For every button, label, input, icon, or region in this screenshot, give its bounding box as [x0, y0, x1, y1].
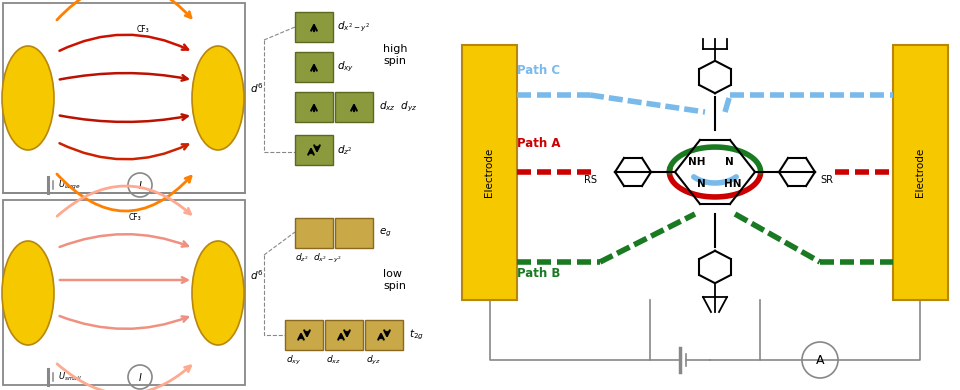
Bar — [295, 218, 333, 248]
Ellipse shape — [2, 241, 54, 345]
Text: N: N — [697, 179, 706, 189]
Text: $d_{z^2}$: $d_{z^2}$ — [337, 143, 352, 157]
Text: Path B: Path B — [517, 267, 561, 280]
Bar — [285, 320, 323, 350]
Text: $d_{yz}$: $d_{yz}$ — [366, 354, 381, 367]
Bar — [335, 218, 373, 248]
Text: $d_{xz}$: $d_{xz}$ — [326, 354, 341, 367]
Text: $d^6$: $d^6$ — [250, 81, 263, 95]
Bar — [462, 45, 517, 300]
Text: $t_{2g}$: $t_{2g}$ — [409, 328, 424, 342]
Text: N: N — [725, 157, 733, 167]
Bar — [295, 12, 333, 42]
Text: $I$: $I$ — [137, 179, 142, 191]
Bar — [295, 135, 333, 165]
Bar — [325, 320, 363, 350]
Bar — [295, 92, 333, 122]
Text: $d^6$: $d^6$ — [250, 268, 263, 282]
Bar — [365, 320, 403, 350]
Text: SR: SR — [820, 175, 833, 185]
Text: NH: NH — [688, 157, 706, 167]
Text: $d_{x^2-y^2}$: $d_{x^2-y^2}$ — [337, 20, 370, 34]
Bar — [295, 52, 333, 82]
Text: Electrode: Electrode — [484, 147, 494, 197]
Ellipse shape — [2, 46, 54, 150]
Text: $d_{z^2}$  $d_{x^2-y^2}$: $d_{z^2}$ $d_{x^2-y^2}$ — [295, 252, 342, 265]
Text: $I$: $I$ — [137, 371, 142, 383]
Text: high
spin: high spin — [383, 44, 407, 66]
Bar — [3, 3, 245, 193]
Ellipse shape — [192, 241, 244, 345]
Ellipse shape — [192, 46, 244, 150]
Text: $d_{xz}$  $d_{yz}$: $d_{xz}$ $d_{yz}$ — [379, 100, 418, 114]
Text: A: A — [816, 353, 825, 367]
Text: $d_{xy}$: $d_{xy}$ — [286, 354, 301, 367]
Text: $e_g$: $e_g$ — [379, 227, 392, 239]
Bar — [893, 45, 948, 300]
Text: $d_{xy}$: $d_{xy}$ — [337, 60, 354, 74]
Text: CF₃: CF₃ — [136, 25, 150, 34]
Text: Path A: Path A — [517, 137, 561, 150]
Bar — [3, 200, 245, 385]
Text: CF₃: CF₃ — [129, 213, 141, 223]
Text: Path C: Path C — [517, 64, 560, 77]
Text: $U_{small}$: $U_{small}$ — [58, 371, 82, 383]
Bar — [335, 92, 373, 122]
Text: $U_{large}$: $U_{large}$ — [58, 179, 81, 191]
Text: RS: RS — [584, 175, 597, 185]
Text: Electrode: Electrode — [915, 147, 925, 197]
Text: HN: HN — [724, 179, 742, 189]
Text: low
spin: low spin — [383, 269, 406, 291]
